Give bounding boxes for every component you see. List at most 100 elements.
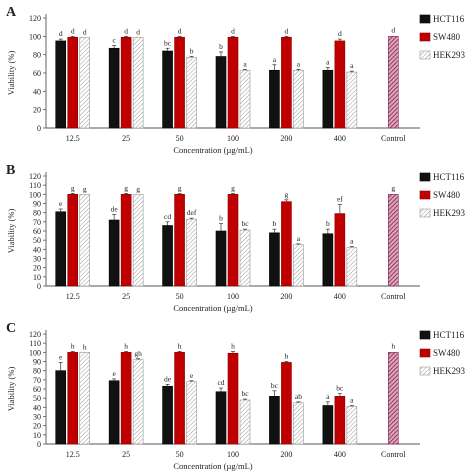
y-tick-label: 0 xyxy=(37,282,41,291)
significance-letter: g xyxy=(391,183,395,192)
x-tick-label: 400 xyxy=(334,450,346,459)
bar-hek293 xyxy=(79,36,91,129)
bar-sw480 xyxy=(120,36,132,129)
x-tick-label: 200 xyxy=(280,450,292,459)
panel-letter: B xyxy=(6,163,15,178)
y-tick-label: 60 xyxy=(33,227,41,236)
x-tick-label: 50 xyxy=(176,292,184,301)
y-tick-label: 60 xyxy=(33,69,41,78)
significance-letter: a xyxy=(350,61,354,70)
significance-letter: d xyxy=(285,26,289,35)
bar-sw480 xyxy=(67,194,79,287)
bar-sw480 xyxy=(120,194,132,287)
y-tick-label: 90 xyxy=(33,200,41,209)
x-tick-label: Control xyxy=(381,450,406,459)
y-tick-label: 20 xyxy=(33,106,41,115)
bar-hct116 xyxy=(269,69,280,129)
significance-letter: b xyxy=(219,214,223,223)
bar-hek293 xyxy=(186,57,197,129)
significance-letter: a xyxy=(297,234,301,243)
y-tick-label: 40 xyxy=(33,245,41,254)
y-tick-label: 40 xyxy=(33,403,41,412)
bar-hek293 xyxy=(346,71,358,129)
bar-sw480 xyxy=(281,201,292,287)
bar-hct116 xyxy=(108,219,120,287)
x-tick-label: 12.5 xyxy=(66,134,80,143)
significance-letter: bc xyxy=(336,384,344,393)
significance-letter: g xyxy=(124,183,128,192)
bar-hct116 xyxy=(162,50,173,129)
x-axis-title: Concentration (µg/mL) xyxy=(173,303,252,313)
significance-letter: ab xyxy=(295,392,302,401)
x-tick-label: 25 xyxy=(122,450,130,459)
y-tick-label: 80 xyxy=(33,209,41,218)
bar-sw480 xyxy=(67,352,79,445)
legend-label: HEK293 xyxy=(433,208,465,218)
significance-letter: d xyxy=(338,29,342,38)
bar-hek293 xyxy=(186,218,197,287)
x-tick-label: 100 xyxy=(227,134,239,143)
significance-letter: bc xyxy=(241,219,249,228)
bar-hct116 xyxy=(215,56,227,129)
bar-hek293 xyxy=(132,359,144,445)
bar-hct116 xyxy=(215,391,227,445)
significance-letter: b xyxy=(326,219,330,228)
legend-swatch-sw480 xyxy=(419,32,431,42)
legend-label: HCT116 xyxy=(433,172,465,182)
significance-letter: d xyxy=(391,25,395,34)
x-tick-label: 400 xyxy=(334,134,346,143)
y-tick-label: 0 xyxy=(37,124,41,133)
y-tick-label: 50 xyxy=(33,236,41,245)
y-tick-label: 50 xyxy=(33,394,41,403)
legend-swatch-hct116 xyxy=(419,14,431,24)
x-axis-title: Concentration (µg/mL) xyxy=(173,461,252,471)
significance-letter: d xyxy=(231,26,235,35)
x-tick-label: 12.5 xyxy=(66,292,80,301)
y-tick-label: 90 xyxy=(33,358,41,367)
bar-hek293 xyxy=(346,247,358,287)
bar-hct116 xyxy=(322,69,334,129)
y-tick-label: 100 xyxy=(29,348,41,357)
legend-swatch-hct116 xyxy=(419,330,431,340)
x-tick-label: 25 xyxy=(122,292,130,301)
legend-swatch-hek293 xyxy=(419,208,431,218)
legend-label: HCT116 xyxy=(433,330,465,340)
y-tick-label: 20 xyxy=(33,422,41,431)
y-axis-title: Viability (%) xyxy=(6,51,16,96)
bar-sw480 xyxy=(334,40,346,129)
y-axis-title: Viability (%) xyxy=(6,209,16,254)
significance-letter: c xyxy=(112,36,116,45)
bar-hct116 xyxy=(55,211,67,287)
y-tick-label: 30 xyxy=(33,413,41,422)
significance-letter: d xyxy=(136,27,140,36)
bar-hct116 xyxy=(55,370,67,445)
bar-hek293 xyxy=(239,229,251,287)
significance-letter: g xyxy=(178,183,182,192)
bar-sw480 xyxy=(174,352,185,445)
significance-letter: b xyxy=(219,42,223,51)
y-tick-label: 120 xyxy=(29,330,41,339)
y-tick-label: 120 xyxy=(29,14,41,23)
bar-hek293 xyxy=(239,399,251,445)
significance-letter: d xyxy=(178,26,182,35)
y-tick-label: 60 xyxy=(33,385,41,394)
control-bar xyxy=(387,194,399,287)
bar-hek293 xyxy=(293,69,304,129)
bar-sw480 xyxy=(174,194,185,287)
significance-letter: g xyxy=(285,190,289,199)
y-tick-label: 110 xyxy=(29,181,41,190)
significance-letter: g xyxy=(136,184,140,193)
significance-letter: bc xyxy=(271,381,279,390)
bar-hek293 xyxy=(79,194,91,287)
significance-letter: g xyxy=(83,184,87,193)
y-axis-title: Viability (%) xyxy=(6,367,16,412)
significance-letter: def xyxy=(187,208,197,217)
x-tick-label: 200 xyxy=(280,134,292,143)
legend-label: SW480 xyxy=(433,32,461,42)
y-tick-label: 10 xyxy=(33,431,41,440)
y-tick-label: 10 xyxy=(33,273,41,282)
significance-letter: bc xyxy=(241,389,249,398)
significance-letter: bc xyxy=(164,38,172,47)
